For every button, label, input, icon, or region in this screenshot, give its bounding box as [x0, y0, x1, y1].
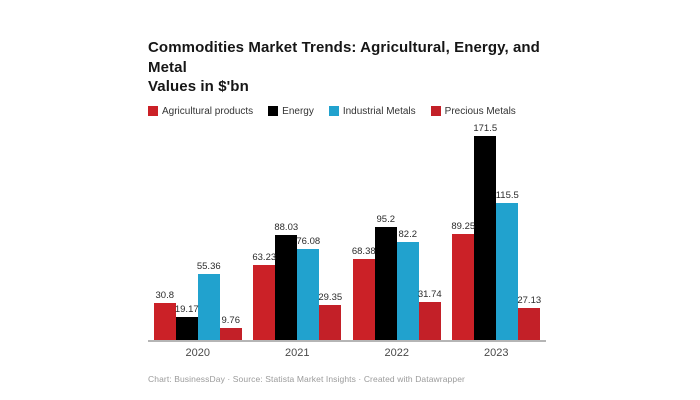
- legend-label: Precious Metals: [444, 105, 516, 117]
- bar: 19.17: [175, 304, 199, 340]
- bar: 95.2: [374, 214, 397, 340]
- bar-value-label: 19.17: [174, 303, 199, 315]
- bar: 76.08: [296, 236, 320, 340]
- bar: 68.38: [352, 246, 376, 340]
- attribution-footer: Chart: BusinessDay · Source: Statista Ma…: [148, 373, 465, 384]
- chart-title-line-2: Values in $'bn: [148, 78, 249, 95]
- x-axis-labels: 2020 2021 2022 2023: [148, 347, 546, 359]
- bar: 27.13: [517, 295, 541, 340]
- bar: 29.35: [318, 292, 342, 340]
- legend-item: Agricultural products: [148, 106, 253, 117]
- bar-group: 63.23 88.03 76.08 29.35: [248, 222, 348, 340]
- bar: 88.03: [274, 222, 298, 340]
- bar-value-label: 30.8: [155, 289, 175, 301]
- legend-label: Agricultural products: [162, 105, 254, 117]
- bar-value-label: 82.2: [398, 228, 418, 240]
- bar-value-label: 68.38: [351, 245, 376, 257]
- legend-swatch-icon: [328, 106, 339, 116]
- legend-item: Industrial Metals: [328, 105, 416, 117]
- x-axis-label: 2020: [185, 346, 210, 359]
- legend-item: Precious Metals: [430, 105, 516, 117]
- legend-swatch-icon: [430, 106, 441, 116]
- bar-value-label: 88.03: [274, 221, 299, 233]
- legend-label: Industrial Metals: [342, 105, 416, 117]
- bar-value-label: 55.36: [196, 260, 221, 272]
- bar: 115.5: [496, 190, 519, 340]
- legend-item: Energy: [268, 106, 314, 117]
- bar-value-label: 31.74: [417, 288, 442, 300]
- bar: 63.23: [252, 252, 276, 340]
- chart-title-line-1: Commodities Market Trends: Agricultural,…: [148, 39, 540, 76]
- bar: 171.5: [473, 123, 497, 340]
- bar-value-label: 27.13: [517, 294, 542, 306]
- bar-value-label: 171.5: [473, 122, 498, 134]
- bar: 30.8: [153, 290, 176, 340]
- bar-group: 89.25 171.5 115.5 27.13: [447, 123, 547, 340]
- chart-container: Commodities Market Trends: Agricultural,…: [148, 38, 568, 384]
- chart-title: Commodities Market Trends: Agricultural,…: [148, 38, 568, 97]
- bar: 9.76: [219, 315, 242, 340]
- bar-group: 68.38 95.2 82.2 31.74: [347, 214, 447, 340]
- bar: 31.74: [418, 289, 442, 340]
- bar-value-label: 29.35: [318, 291, 343, 303]
- bar-value-label: 95.2: [376, 213, 396, 225]
- legend-swatch-icon: [148, 106, 158, 116]
- legend: Agricultural products Energy Industrial Me…: [148, 106, 568, 117]
- bar-value-label: 76.08: [296, 235, 321, 247]
- bar-value-label: 9.76: [221, 314, 241, 326]
- bar-chart: 30.8 19.17 55.36 9.76 63.23 88.03 76.08 29.35 68…: [148, 123, 547, 359]
- bar-value-label: 115.5: [495, 189, 519, 201]
- bar: 55.36: [197, 261, 221, 340]
- plot-area: 30.8 19.17 55.36 9.76 63.23 88.03 76.08 29.35 68…: [148, 123, 547, 342]
- x-axis-label: 2023: [484, 346, 509, 359]
- bar: 89.25: [451, 221, 475, 340]
- x-axis-label: 2021: [285, 346, 310, 359]
- bar: 82.2: [396, 229, 419, 340]
- legend-label: Energy: [282, 105, 314, 117]
- bar-value-label: 63.23: [252, 251, 277, 263]
- bar-group: 30.8 19.17 55.36 9.76: [148, 261, 248, 340]
- bar-value-label: 89.25: [451, 220, 476, 232]
- legend-swatch-icon: [268, 106, 279, 116]
- x-axis-label: 2022: [384, 346, 409, 359]
